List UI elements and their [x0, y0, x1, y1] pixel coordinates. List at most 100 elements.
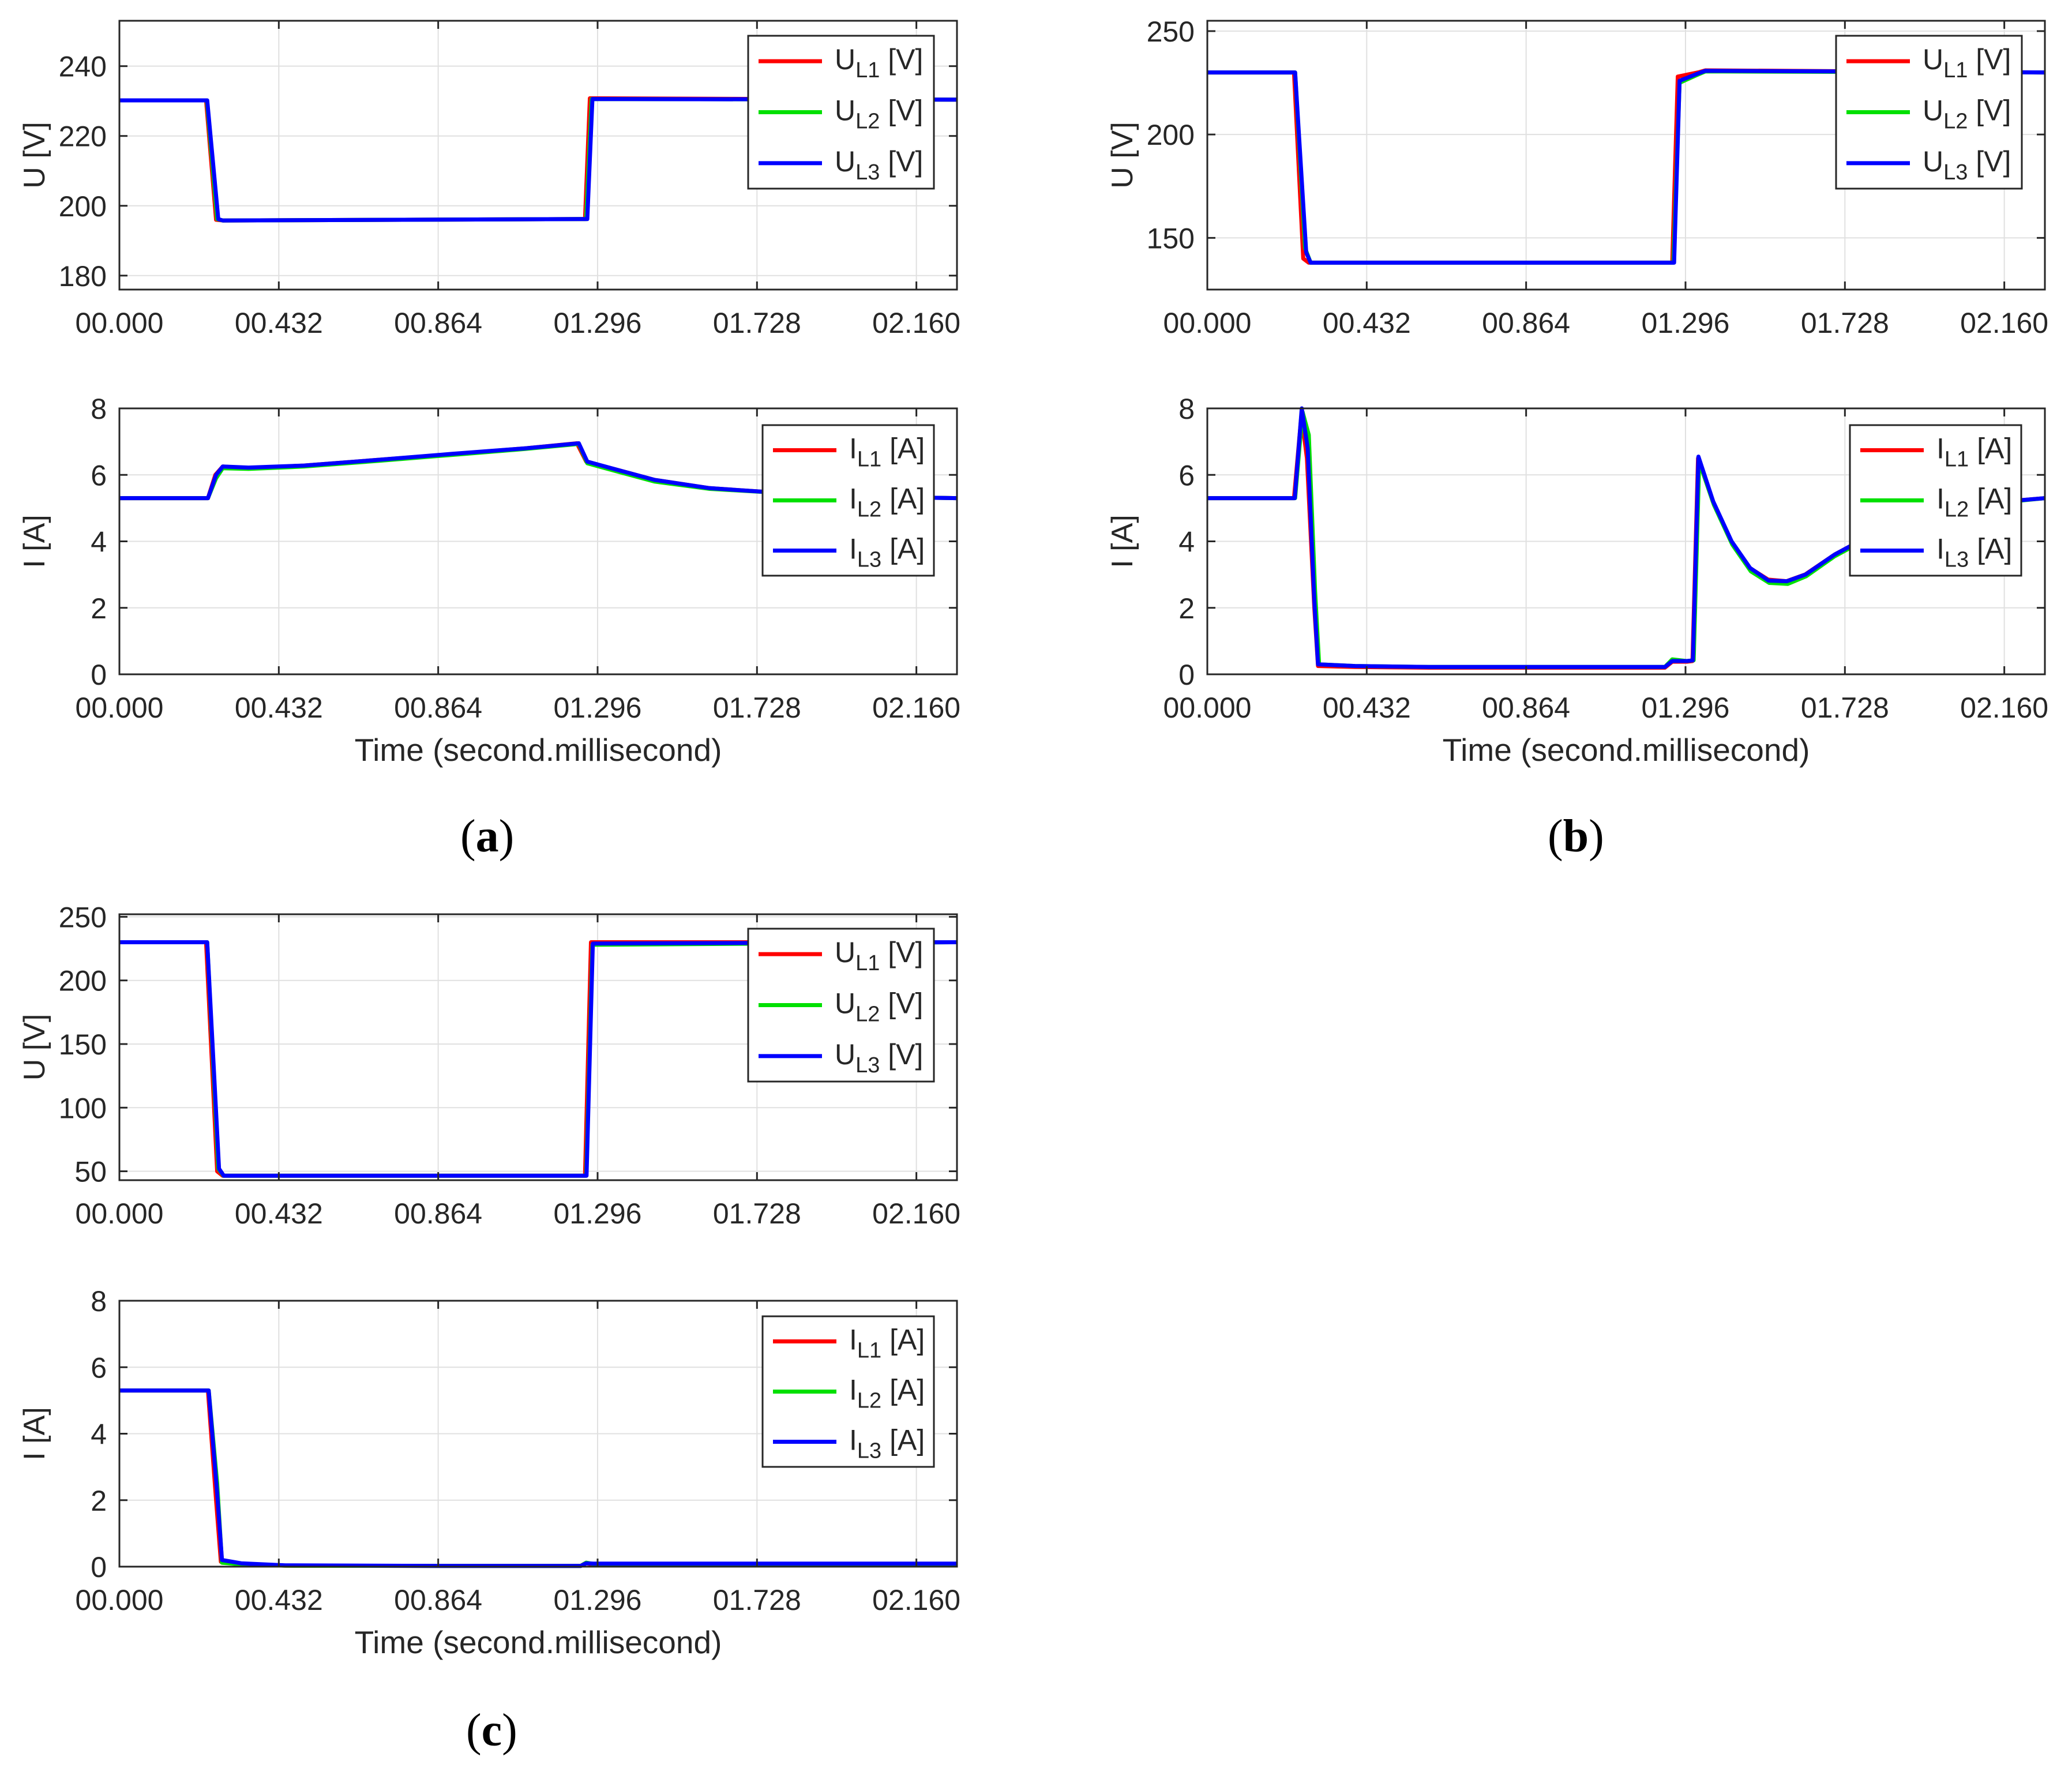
x-tick-label: 02.160	[872, 1584, 960, 1616]
y-tick-label: 4	[91, 526, 107, 558]
legend-label-3: UL3 [V]	[1923, 145, 2011, 185]
legend: UL1 [V] UL2 [V] UL3 [V]	[747, 35, 935, 190]
y-tick-label: 250	[59, 901, 107, 933]
x-tick-label: 00.864	[394, 692, 482, 724]
x-tick-label: 01.728	[1801, 692, 1889, 724]
axes-frame	[118, 20, 958, 291]
y-tick-label: 250	[1147, 16, 1195, 48]
y-tick-label: 150	[1147, 222, 1195, 254]
x-tick-label: 01.296	[554, 1584, 642, 1616]
series-line-3	[119, 1388, 957, 1568]
x-tick-label: 01.728	[713, 1197, 801, 1230]
y-tick-label: 200	[59, 190, 107, 223]
legend-label-3: UL3 [V]	[835, 145, 923, 185]
chart-a-voltage: 00.000 00.432 00.864 01.296 01.728 02.160 180 2…	[18, 20, 960, 339]
series-line-3	[119, 940, 958, 1178]
y-tick-label: 2	[1178, 592, 1195, 625]
legend: UL1 [V] UL2 [V] UL3 [V]	[1835, 35, 2023, 190]
legend-label-3: IL3 [A]	[849, 1424, 925, 1463]
panel-label-b: (b)	[1548, 811, 1604, 862]
y-tick-label: 8	[91, 1285, 107, 1317]
legend-label-2: IL2 [A]	[1936, 483, 2012, 522]
legend-label-1: UL1 [V]	[835, 43, 923, 82]
y-tick-label: 220	[59, 121, 107, 153]
legend: IL1 [A] IL2 [A] IL3 [A]	[761, 1315, 935, 1468]
x-tick-label: 00.000	[76, 307, 164, 339]
axes-frame	[1206, 20, 2046, 291]
x-tick-label: 00.864	[1482, 307, 1570, 339]
y-tick-label: 4	[91, 1418, 107, 1451]
y-tick-label: 4	[1178, 526, 1195, 558]
x-tick-label: 02.160	[872, 1197, 960, 1230]
y-tick-label: 100	[59, 1092, 107, 1124]
y-tick-label: 6	[91, 459, 107, 491]
legend: IL1 [A] IL2 [A] IL3 [A]	[1849, 424, 2022, 577]
x-tick-label: 02.160	[872, 692, 960, 724]
x-tick-label: 02.160	[1960, 692, 2048, 724]
y-tick-label: 200	[59, 965, 107, 997]
legend-label-3: IL3 [A]	[1936, 533, 2012, 572]
x-tick-label: 01.728	[1801, 307, 1889, 339]
x-tick-label: 00.432	[235, 307, 323, 339]
x-tick-label: 00.864	[1482, 692, 1570, 724]
legend-label-2: IL2 [A]	[849, 483, 925, 522]
x-tick-label: 01.296	[1642, 307, 1730, 339]
y-tick-label: 2	[91, 1485, 107, 1517]
legend-label-1: UL1 [V]	[835, 936, 923, 975]
legend: IL1 [A] IL2 [A] IL3 [A]	[761, 424, 935, 577]
x-tick-label: 00.000	[1163, 307, 1252, 339]
y-tick-label: 180	[59, 260, 107, 292]
x-tick-label: 00.000	[1163, 692, 1252, 724]
legend-label-1: IL1 [A]	[849, 1324, 925, 1363]
legend: UL1 [V] UL2 [V] UL3 [V]	[747, 928, 935, 1083]
x-tick-label: 01.728	[713, 307, 801, 339]
legend-label-2: IL2 [A]	[849, 1374, 925, 1413]
x-axis-label: Time (second.millisecond)	[355, 732, 722, 768]
series-line-3	[1207, 69, 2045, 265]
x-tick-label: 01.728	[713, 692, 801, 724]
panel-label-a: (a)	[460, 811, 515, 862]
y-axis-label: I [A]	[18, 515, 51, 568]
x-tick-label: 00.432	[1323, 692, 1411, 724]
x-tick-label: 00.000	[76, 1584, 164, 1616]
legend-label-2: UL2 [V]	[835, 988, 923, 1027]
x-axis-label: Time (second.millisecond)	[1443, 732, 1810, 768]
y-tick-label: 2	[91, 592, 107, 625]
x-tick-label: 00.432	[235, 1584, 323, 1616]
y-tick-label: 150	[59, 1028, 107, 1061]
chart-b-voltage: 00.000 00.432 00.864 01.296 01.728 02.160 150 2…	[1106, 16, 2048, 339]
y-tick-label: 6	[91, 1351, 107, 1384]
y-tick-label: 0	[91, 1551, 107, 1583]
legend-label-2: UL2 [V]	[1923, 95, 2011, 134]
legend-label-3: UL3 [V]	[835, 1038, 923, 1078]
y-axis-label: I [A]	[1106, 515, 1139, 568]
chart-c-current: 00.000 00.432 00.864 01.296 01.728 02.160 0 2 4 6…	[18, 1285, 960, 1660]
axes-frame	[118, 913, 958, 1181]
chart-c-voltage: 00.000 00.432 00.864 01.296 01.728 02.160 50 10…	[18, 901, 960, 1230]
x-tick-label: 00.864	[394, 1197, 482, 1230]
y-axis-label: U [V]	[18, 122, 51, 189]
legend-label-1: IL1 [A]	[1936, 433, 2012, 472]
y-axis-label: U [V]	[1106, 122, 1139, 189]
series-line-3	[119, 441, 958, 501]
x-tick-label: 00.864	[394, 1584, 482, 1616]
chart-b-current: 00.000 00.432 00.864 01.296 01.728 02.160 0 2 4 6…	[1106, 393, 2048, 768]
y-tick-label: 6	[1178, 459, 1195, 491]
x-tick-label: 01.296	[554, 1197, 642, 1230]
x-tick-label: 01.296	[1642, 692, 1730, 724]
x-tick-label: 02.160	[872, 307, 960, 339]
panel-label-c: (c)	[466, 1705, 517, 1756]
x-tick-label: 02.160	[1960, 307, 2048, 339]
y-tick-label: 8	[1178, 393, 1195, 425]
x-tick-label: 00.432	[235, 1197, 323, 1230]
x-tick-label: 01.296	[554, 692, 642, 724]
x-tick-label: 01.296	[554, 307, 642, 339]
x-axis-label: Time (second.millisecond)	[355, 1624, 722, 1660]
legend-label-1: IL1 [A]	[849, 433, 925, 472]
y-tick-label: 200	[1147, 119, 1195, 151]
y-tick-label: 0	[1178, 659, 1195, 691]
x-tick-label: 01.728	[713, 1584, 801, 1616]
series-line-3	[119, 97, 958, 223]
